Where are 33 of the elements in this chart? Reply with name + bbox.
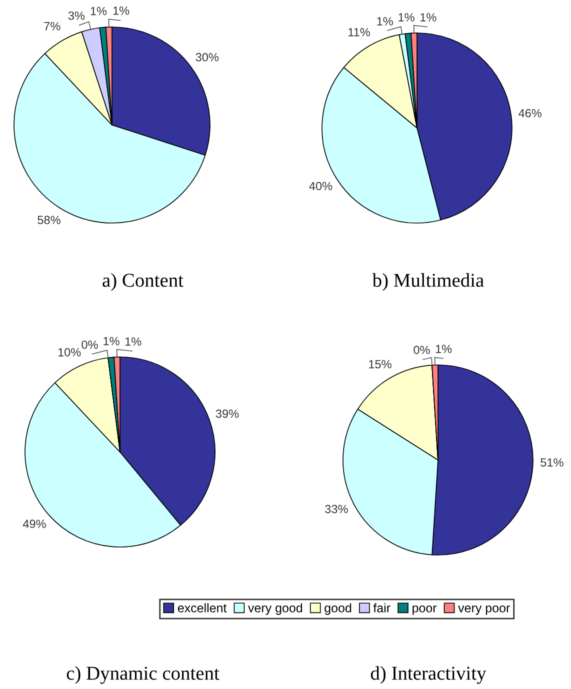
data-label: 40% xyxy=(309,182,332,190)
data-label: 15% xyxy=(369,360,392,368)
data-label: 1% xyxy=(104,336,120,346)
legend-label: very good xyxy=(248,603,302,615)
text: d) Interactivity xyxy=(370,666,486,684)
text: c) Dynamic content xyxy=(66,666,220,684)
legend-label: poor xyxy=(412,606,437,615)
data-label: 1% xyxy=(420,13,436,22)
legend-label: very poor xyxy=(458,606,510,615)
text: 0% xyxy=(82,340,98,349)
data-label: 39% xyxy=(216,409,239,418)
data-label: 58% xyxy=(38,216,60,224)
data-label: 11% xyxy=(348,28,370,36)
data-label: 1% xyxy=(436,344,452,354)
data-label: 33% xyxy=(325,504,348,514)
text: 0% xyxy=(414,346,430,354)
data-label: 1% xyxy=(377,17,393,26)
text: b) Multimedia xyxy=(372,273,484,291)
data-label: 49% xyxy=(22,520,46,528)
data-label: 1% xyxy=(113,6,130,15)
data-label: 51% xyxy=(540,458,564,467)
data-label: 10% xyxy=(58,348,81,356)
data-label: 1% xyxy=(398,13,414,22)
text: a) Content xyxy=(102,273,184,291)
data-label: 3% xyxy=(68,11,85,20)
data-label: 1% xyxy=(125,337,142,346)
data-label: 1% xyxy=(90,6,107,16)
data-label: 7% xyxy=(44,22,60,30)
legend-label: good xyxy=(324,603,352,615)
legend-label: fair xyxy=(373,603,390,612)
legend-label: excellent xyxy=(178,603,227,612)
data-label: 46% xyxy=(518,109,542,118)
data-label: 30% xyxy=(196,52,219,62)
